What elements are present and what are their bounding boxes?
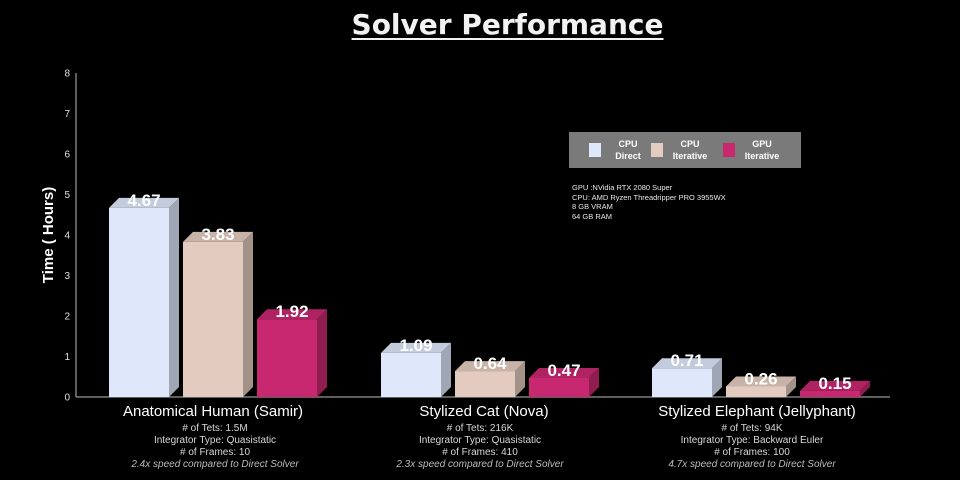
bar-side: [712, 358, 722, 397]
legend-label-line1: CPU: [618, 139, 638, 149]
note-tets: # of Tets: 216K: [446, 423, 514, 434]
legend-label-line1: CPU: [680, 139, 700, 149]
note-integrator: Integrator Type: Backward Euler: [680, 435, 824, 446]
hardware-specs: GPU :NVidia RTX 2080 Super CPU: AMD Ryze…: [572, 183, 726, 221]
bar-top: [109, 197, 179, 208]
legend-label-line2: Direct: [615, 151, 641, 161]
legend-swatch: [589, 143, 601, 157]
bar: [257, 319, 317, 397]
data-label: 0.71: [670, 351, 703, 370]
bar: [726, 386, 786, 397]
bar: [183, 241, 243, 397]
note-tets: # of Tets: 1.5M: [182, 423, 248, 434]
y-axis-label: Time ( Hours): [40, 187, 57, 283]
category-label: Stylized Elephant (Jellyphant): [658, 403, 856, 420]
note-frames: # of Frames: 10: [179, 447, 251, 458]
bar-top: [381, 342, 451, 353]
bar: [652, 368, 712, 397]
legend-swatch: [723, 143, 735, 157]
spec-cpu: CPU: AMD Ryzen Threadripper PRO 3955WX: [572, 192, 726, 202]
bar: [800, 390, 860, 397]
bar-side: [589, 367, 599, 397]
data-label: 4.67: [127, 191, 160, 210]
bar: [455, 371, 515, 397]
legend-label-line2: Iterative: [672, 151, 708, 161]
note-integrator: Integrator Type: Quasistatic: [153, 435, 277, 446]
bar-side: [860, 380, 870, 397]
y-tick-label: 6: [64, 150, 70, 161]
note-speed: 2.4x speed compared to Direct Solver: [131, 459, 299, 470]
bar: [381, 352, 441, 397]
note-samir: # of Tets: 1.5M Integrator Type: Quasist…: [95, 423, 335, 471]
category-label: Anatomical Human (Samir): [123, 403, 303, 420]
note-integrator: Integrator Type: Quasistatic: [418, 435, 542, 446]
note-jellyphant: # of Tets: 94K Integrator Type: Backward…: [632, 423, 872, 471]
y-tick-label: 2: [64, 312, 70, 323]
legend-label: CPU Iterative: [667, 138, 713, 162]
bar-side: [786, 376, 796, 397]
legend: CPU Direct CPU Iterative GPU Iterative: [569, 132, 801, 168]
bar: [529, 377, 589, 397]
note-tets: # of Tets: 94K: [721, 423, 783, 434]
spec-ram: 64 GB RAM: [572, 211, 613, 221]
data-label: 0.26: [744, 369, 777, 388]
y-tick-label: 1: [64, 352, 70, 363]
bar-top: [652, 358, 722, 369]
legend-label-line2: Iterative: [744, 151, 780, 161]
legend-label: CPU Direct: [605, 138, 651, 162]
bar-side: [169, 197, 179, 397]
data-label: 1.09: [399, 336, 432, 355]
legend-label: GPU Iterative: [739, 138, 785, 162]
y-tick-label: 8: [64, 69, 70, 80]
bar: [109, 207, 169, 397]
chart-title: Solver Performance: [351, 8, 664, 41]
spec-vram: 8 GB VRAM: [572, 202, 613, 212]
bar-top: [726, 376, 796, 387]
note-frames: # of Frames: 100: [714, 447, 790, 458]
y-tick-label: 5: [64, 190, 70, 201]
note-speed: 2.3x speed compared to Direct Solver: [396, 459, 564, 470]
bar-side: [243, 231, 253, 397]
data-label: 3.83: [201, 225, 234, 244]
data-label: 0.15: [818, 374, 851, 393]
bar-top: [183, 231, 253, 242]
category-label: Stylized Cat (Nova): [419, 403, 548, 420]
note-nova: # of Tets: 216K Integrator Type: Quasist…: [360, 423, 600, 471]
y-tick-label: 0: [64, 393, 70, 404]
data-label: 0.64: [473, 354, 507, 373]
bar-side: [515, 361, 525, 397]
note-frames: # of Frames: 410: [442, 447, 518, 458]
data-label: 0.47: [547, 361, 580, 380]
note-speed: 4.7x speed compared to Direct Solver: [668, 459, 836, 470]
legend-swatch: [651, 143, 663, 157]
bar-top: [257, 309, 327, 320]
bar-side: [317, 309, 327, 397]
y-tick-label: 4: [64, 231, 70, 242]
bar-side: [441, 342, 451, 397]
bar-top: [800, 380, 870, 391]
y-tick-label: 7: [64, 109, 70, 120]
spec-gpu: GPU :NVidia RTX 2080 Super: [572, 183, 673, 192]
bar-top: [455, 361, 525, 372]
data-label: 1.92: [275, 302, 308, 321]
bar-top: [529, 367, 599, 378]
legend-label-line1: GPU: [752, 139, 772, 149]
y-tick-label: 3: [64, 271, 70, 282]
